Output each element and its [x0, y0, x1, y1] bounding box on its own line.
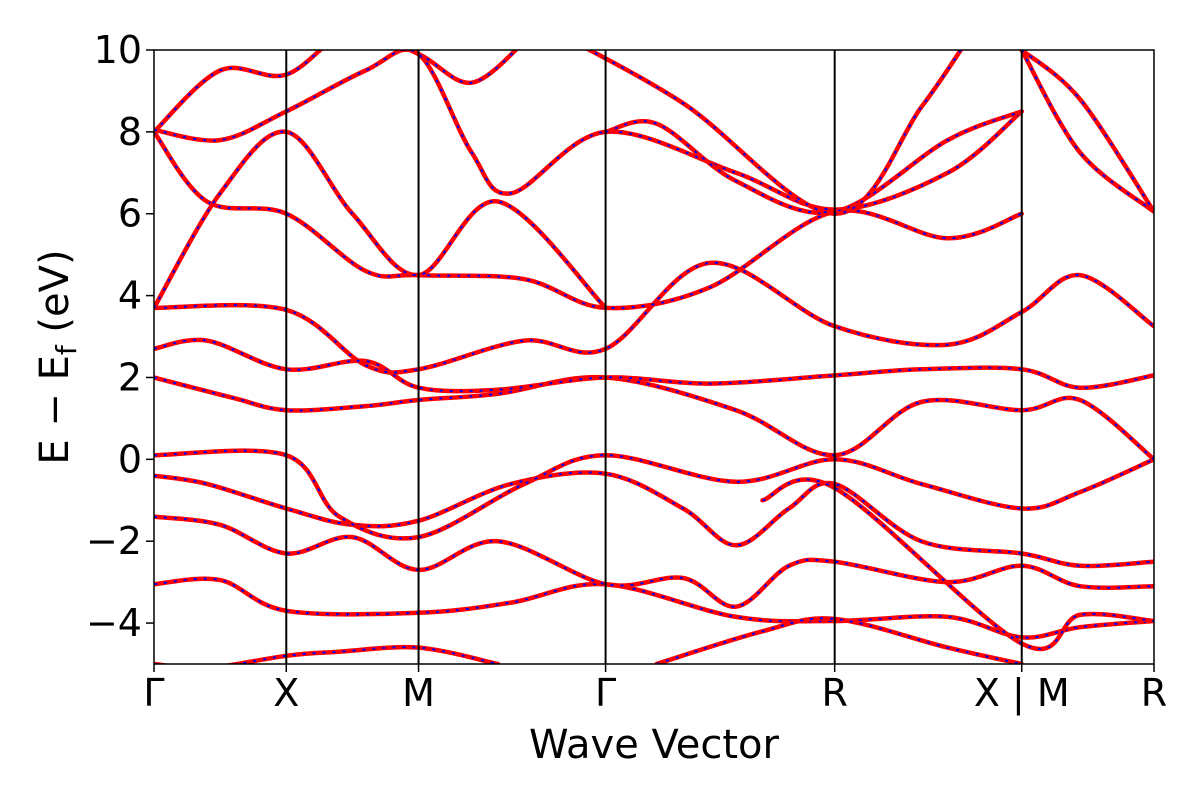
band-line-solid-16 — [1019, 50, 1154, 214]
band-line-dashed-9 — [154, 130, 607, 309]
band-line-dashed-7 — [154, 261, 1154, 374]
band-line-dashed-10 — [154, 50, 518, 133]
y-tick-label-5: 6 — [118, 192, 142, 236]
y-axis-label: E − Ef (eV) — [32, 249, 83, 464]
x-tick-label-3: Γ — [595, 671, 616, 715]
x-tick-label-2: M — [402, 671, 435, 715]
band-line-solid-10 — [154, 50, 519, 135]
y-tick-label-2: 0 — [118, 437, 142, 481]
band-line-solid-5 — [154, 374, 1154, 462]
x-axis-label: Wave Vector — [529, 722, 780, 768]
y-axis-label-main: E − E — [32, 355, 78, 465]
band-line-dashed-6 — [154, 338, 1154, 393]
y-tick-label-4: 4 — [118, 274, 142, 318]
band-line-solid-1 — [154, 576, 1154, 640]
band-line-dashed-1 — [154, 577, 1154, 639]
kpoint-lines — [285, 50, 1023, 664]
band-line-dashed-16 — [1020, 50, 1154, 213]
band-line-dashed-8 — [154, 131, 1023, 310]
y-ticks: −4 −2 0 2 4 6 8 10 — [86, 28, 154, 645]
x-tick-label-4: R — [821, 671, 847, 715]
plot-frame — [153, 49, 1155, 665]
y-tick-label-3: 2 — [118, 355, 142, 399]
y-tick-label-6: 8 — [118, 110, 142, 154]
x-tick-label-0: Γ — [143, 671, 164, 715]
band-line-dashed-3 — [154, 471, 1154, 568]
y-tick-label-7: 10 — [94, 28, 142, 72]
band-line-solid-12 — [603, 109, 1024, 216]
y-tick-label-1: −2 — [86, 519, 142, 563]
bands-layer — [154, 50, 1154, 664]
y-axis-label-unit: (eV) — [32, 249, 78, 345]
band-line-dashed-2 — [154, 515, 1154, 608]
x-ticks: Γ X M Γ R X | M R — [143, 664, 1167, 716]
x-tick-label-1: X — [273, 671, 299, 715]
band-line-dashed-14 — [762, 478, 1154, 651]
band-line-dashed-15 — [656, 617, 1022, 664]
band-line-dashed-12 — [605, 110, 1023, 214]
band-line-solid-0 — [154, 644, 501, 664]
band-line-solid-15 — [654, 616, 1024, 664]
band-line-solid-4 — [154, 448, 1154, 541]
x-tick-label-6: R — [1141, 671, 1167, 715]
band-line-dashed-17 — [1021, 50, 1154, 213]
band-line-solid-13 — [584, 50, 964, 216]
y-tick-label-0: −4 — [86, 601, 142, 645]
band-line-solid-17 — [1019, 50, 1154, 214]
y-axis-label-sub: f — [50, 344, 83, 355]
x-tick-label-5: X | M — [974, 671, 1070, 716]
band-line-dashed-5 — [154, 376, 1154, 461]
